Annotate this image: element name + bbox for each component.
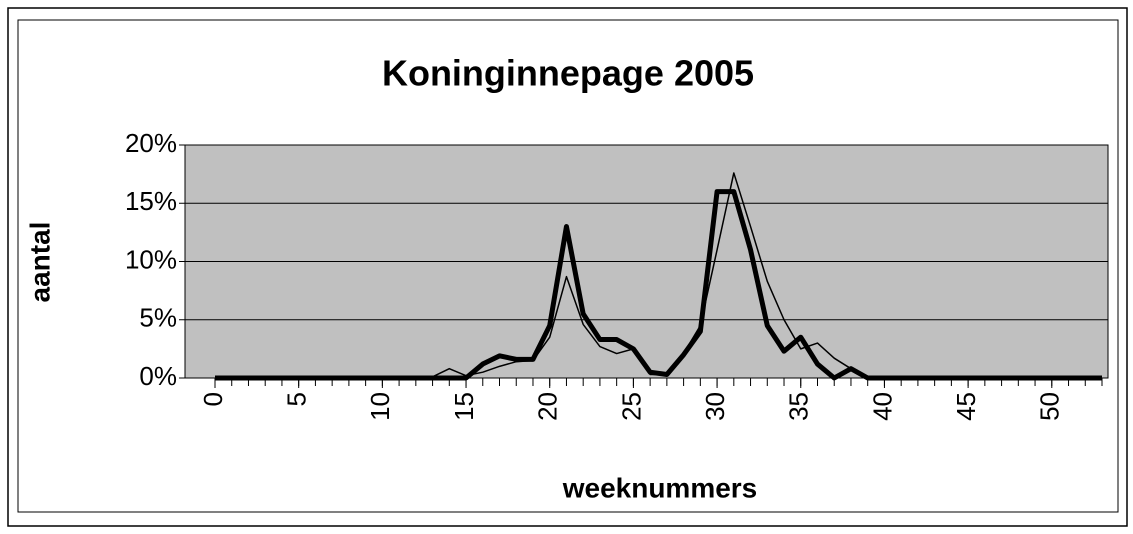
x-tick-label: 0 [198,392,228,406]
x-tick-label: 25 [616,392,646,421]
x-tick-label: 35 [784,392,814,421]
series-line [215,172,1102,379]
y-tick-label: 20% [125,128,177,158]
x-axis-label: weeknummers [562,472,758,503]
y-tick-label: 10% [125,244,177,274]
x-tick-label: 15 [449,392,479,421]
chart-title: Koninginnepage 2005 [382,53,754,94]
x-tick-label: 30 [700,392,730,421]
y-tick-label: 5% [139,303,177,333]
x-tick-label: 45 [951,392,981,421]
outer-frame [7,7,1128,527]
y-axis-label: aantal [24,222,55,303]
x-tick-label: 5 [282,392,312,406]
x-tick-label: 40 [867,392,897,421]
x-tick-label: 50 [1035,392,1065,421]
x-tick-label: 20 [533,392,563,421]
y-tick-label: 0% [139,361,177,391]
y-tick-label: 15% [125,186,177,216]
x-tick-label: 10 [365,392,395,421]
chart-frame [17,19,1119,513]
